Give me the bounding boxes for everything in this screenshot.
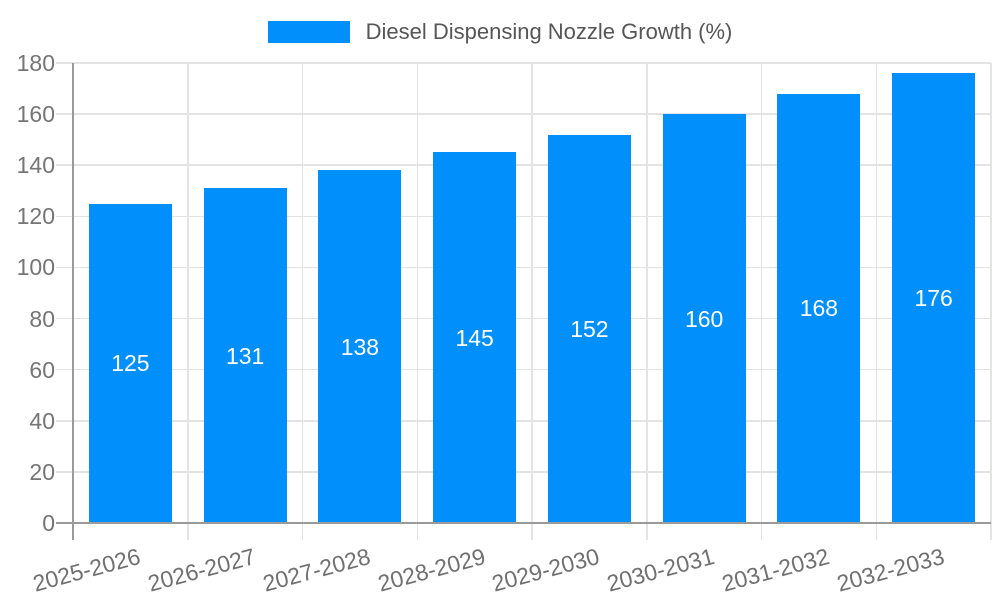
y-tick-label: 160 <box>16 101 55 128</box>
bar[interactable]: 152 <box>547 134 631 523</box>
y-tick-label: 80 <box>29 305 55 332</box>
gridline-horizontal <box>56 471 991 473</box>
bar[interactable]: 176 <box>892 73 976 523</box>
gridline-vertical <box>990 63 992 540</box>
y-tick-label: 60 <box>29 356 55 383</box>
legend-label: Diesel Dispensing Nozzle Growth (%) <box>365 19 733 44</box>
gridline-vertical <box>760 63 763 540</box>
bar-value-label: 131 <box>225 342 265 369</box>
gridline-vertical <box>187 63 189 540</box>
y-tick-label: 180 <box>16 50 55 76</box>
legend-item[interactable]: Diesel Dispensing Nozzle Growth (%) <box>267 19 733 45</box>
y-axis-line <box>72 63 74 540</box>
bar-value-label: 145 <box>455 324 494 351</box>
bar-value-label: 168 <box>799 295 839 322</box>
y-tick-label: 140 <box>16 152 55 179</box>
gridline-horizontal <box>56 317 991 320</box>
bar-value-label: 125 <box>111 350 150 377</box>
bar[interactable]: 168 <box>777 93 861 523</box>
bar[interactable]: 138 <box>318 170 402 523</box>
y-tick-label: 0 <box>42 510 55 536</box>
gridline-vertical <box>875 63 877 540</box>
gridline-horizontal <box>56 62 991 64</box>
gridline-vertical <box>531 63 533 540</box>
gridline-vertical <box>301 63 304 540</box>
gridline-horizontal <box>56 164 991 166</box>
gridline-horizontal <box>56 113 991 115</box>
gridline-horizontal <box>56 420 991 422</box>
gridline-horizontal <box>56 368 991 371</box>
y-tick-label: 20 <box>29 458 55 485</box>
y-tick-label: 120 <box>16 203 55 230</box>
gridline-vertical <box>416 63 418 540</box>
bar-value-label: 176 <box>914 285 953 312</box>
bar[interactable]: 160 <box>662 114 746 523</box>
gridline-vertical <box>646 63 648 540</box>
legend-swatch <box>267 21 350 43</box>
gridline-horizontal <box>56 266 991 269</box>
bar-value-label: 152 <box>570 315 609 342</box>
bar[interactable]: 131 <box>203 188 287 523</box>
x-axis-line <box>56 521 991 524</box>
bar[interactable]: 145 <box>433 152 517 523</box>
bar[interactable]: 125 <box>88 203 172 523</box>
y-tick-label: 100 <box>16 254 55 281</box>
y-tick-label: 40 <box>29 407 55 434</box>
legend: Diesel Dispensing Nozzle Growth (%) <box>0 19 1000 45</box>
gridline-horizontal <box>56 215 991 218</box>
bar-value-label: 160 <box>684 305 724 332</box>
bar-value-label: 138 <box>340 333 380 360</box>
